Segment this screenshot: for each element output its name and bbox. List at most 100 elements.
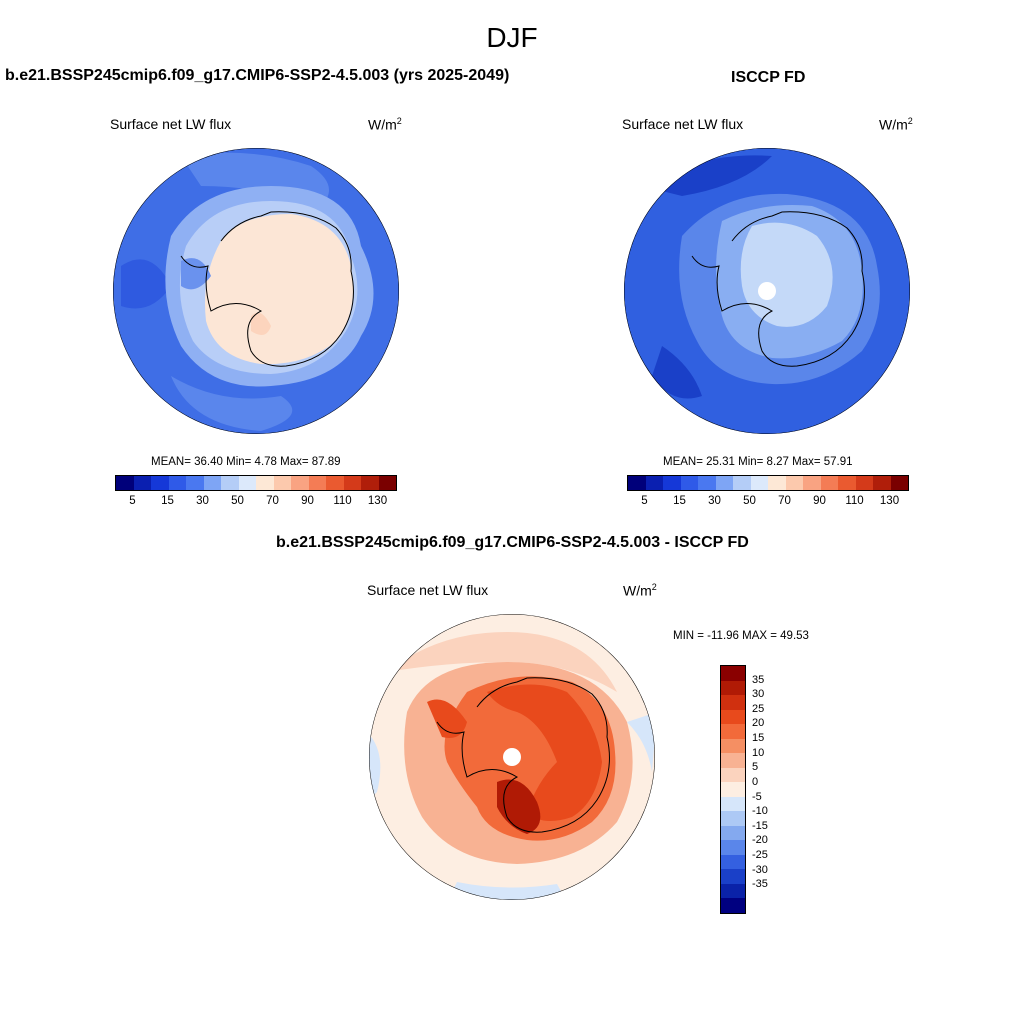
colorbar-tick-label: 0 xyxy=(752,775,759,788)
colorbar-swatch xyxy=(721,796,745,811)
colorbar-swatch xyxy=(733,476,751,490)
colorbar-swatch xyxy=(378,476,396,490)
colorbar-swatch xyxy=(855,476,873,490)
obs-subtitle: Surface net LW flux xyxy=(622,116,744,132)
colorbar-tick-label: 15 xyxy=(161,495,174,507)
colorbar-tick-label: -25 xyxy=(752,849,768,862)
colorbar-tick-label: -10 xyxy=(752,805,768,818)
colorbar-swatch xyxy=(203,476,221,490)
colorbar-swatch xyxy=(785,476,803,490)
colorbar-swatch xyxy=(721,840,745,855)
colorbar-swatch xyxy=(721,680,745,695)
diff-colorbar-ticks: 35 30 25 20 15 10 5 0 -5 -10 -15 -20 -25 -30 -35 xyxy=(752,665,792,911)
colorbar-swatch xyxy=(645,476,663,490)
model-stats: MEAN= 36.40 Min= 4.78 Max= 87.89 xyxy=(151,456,341,468)
colorbar-swatch xyxy=(820,476,838,490)
colorbar-swatch xyxy=(721,724,745,739)
colorbar-tick-label: 10 xyxy=(752,746,765,759)
colorbar-tick-label: -30 xyxy=(752,863,768,876)
colorbar-swatch xyxy=(721,666,745,681)
obs-stats: MEAN= 25.31 Min= 8.27 Max= 57.91 xyxy=(663,456,853,468)
colorbar-swatch xyxy=(721,709,745,724)
colorbar-swatch xyxy=(873,476,891,490)
diff-panel-title: b.e21.BSSP245cmip6.f09_g17.CMIP6-SSP2-4.… xyxy=(276,534,749,551)
colorbar-tick-label: 50 xyxy=(231,495,244,507)
colorbar-tick-label: -35 xyxy=(752,878,768,891)
colorbar-swatch xyxy=(803,476,821,490)
colorbar-tick-label: 90 xyxy=(813,495,826,507)
colorbar-tick-label: 20 xyxy=(752,717,765,730)
colorbar-swatch xyxy=(326,476,344,490)
colorbar-swatch xyxy=(116,476,134,490)
obs-units: W/m2 xyxy=(879,116,913,133)
colorbar-tick-label: 30 xyxy=(196,495,209,507)
colorbar-tick-label: 50 xyxy=(743,495,756,507)
colorbar-swatch xyxy=(721,695,745,710)
colorbar-swatch xyxy=(168,476,186,490)
model-subtitle: Surface net LW flux xyxy=(110,116,232,132)
colorbar-tick-label: 35 xyxy=(752,673,765,686)
colorbar-tick-label: 70 xyxy=(778,495,791,507)
colorbar-swatch xyxy=(715,476,733,490)
colorbar-swatch xyxy=(361,476,379,490)
colorbar-swatch xyxy=(721,869,745,884)
colorbar-tick-label: 5 xyxy=(752,761,759,774)
colorbar-tick-label: 15 xyxy=(752,732,765,745)
colorbar-swatch xyxy=(721,753,745,768)
diff-subtitle: Surface net LW flux xyxy=(367,582,489,598)
obs-colorbar-ticks: 5 15 30 50 70 90 110 130 xyxy=(627,495,907,511)
colorbar-swatch xyxy=(680,476,698,490)
diff-units: W/m2 xyxy=(623,582,657,599)
obs-panel-title: ISCCP FD xyxy=(731,69,806,86)
colorbar-tick-label: 110 xyxy=(333,495,352,507)
colorbar-swatch xyxy=(291,476,309,490)
colorbar-swatch xyxy=(838,476,856,490)
colorbar-swatch xyxy=(721,825,745,840)
colorbar-swatch xyxy=(721,854,745,869)
colorbar-tick-label: 90 xyxy=(301,495,314,507)
colorbar-tick-label: 130 xyxy=(879,495,900,507)
colorbar-swatch xyxy=(721,782,745,797)
diff-stats: MIN = -11.96 MAX = 49.53 xyxy=(673,630,809,642)
colorbar-swatch xyxy=(256,476,274,490)
colorbar-tick-label: -20 xyxy=(752,834,768,847)
colorbar-swatch xyxy=(308,476,326,490)
colorbar-swatch xyxy=(721,883,745,898)
model-panel-title: b.e21.BSSP245cmip6.f09_g17.CMIP6-SSP2-4.… xyxy=(5,67,510,84)
colorbar-swatch xyxy=(343,476,361,490)
colorbar-tick-label: -15 xyxy=(752,819,768,832)
colorbar-tick-label: 110 xyxy=(845,495,864,507)
model-polar-map xyxy=(113,148,399,434)
colorbar-swatch xyxy=(750,476,768,490)
colorbar-tick-label: 70 xyxy=(266,495,279,507)
colorbar-swatch xyxy=(151,476,169,490)
colorbar-tick-label: -5 xyxy=(752,790,762,803)
figure-title: DJF xyxy=(486,22,538,53)
colorbar-swatch xyxy=(221,476,239,490)
colorbar-tick-label: 15 xyxy=(673,495,686,507)
colorbar-swatch xyxy=(628,476,646,490)
colorbar-swatch xyxy=(698,476,716,490)
colorbar-tick-label: 130 xyxy=(367,495,388,507)
model-colorbar-ticks: 5 15 30 50 70 90 110 130 xyxy=(115,495,395,511)
colorbar-tick-label: 5 xyxy=(641,495,648,507)
colorbar-swatch xyxy=(721,811,745,826)
colorbar-swatch xyxy=(663,476,681,490)
diff-colorbar xyxy=(720,665,746,914)
obs-polar-map xyxy=(624,148,910,434)
diff-polar-map xyxy=(369,614,655,900)
colorbar-swatch xyxy=(890,476,908,490)
colorbar-swatch xyxy=(133,476,151,490)
colorbar-swatch xyxy=(721,767,745,782)
obs-colorbar xyxy=(627,475,909,491)
colorbar-tick-label: 30 xyxy=(708,495,721,507)
colorbar-swatch xyxy=(186,476,204,490)
colorbar-swatch xyxy=(768,476,786,490)
colorbar-tick-label: 30 xyxy=(752,688,765,701)
colorbar-tick-label: 5 xyxy=(129,495,136,507)
colorbar-swatch xyxy=(273,476,291,490)
colorbar-swatch xyxy=(721,898,745,913)
colorbar-swatch xyxy=(238,476,256,490)
model-units: W/m2 xyxy=(368,116,402,133)
colorbar-swatch xyxy=(721,738,745,753)
